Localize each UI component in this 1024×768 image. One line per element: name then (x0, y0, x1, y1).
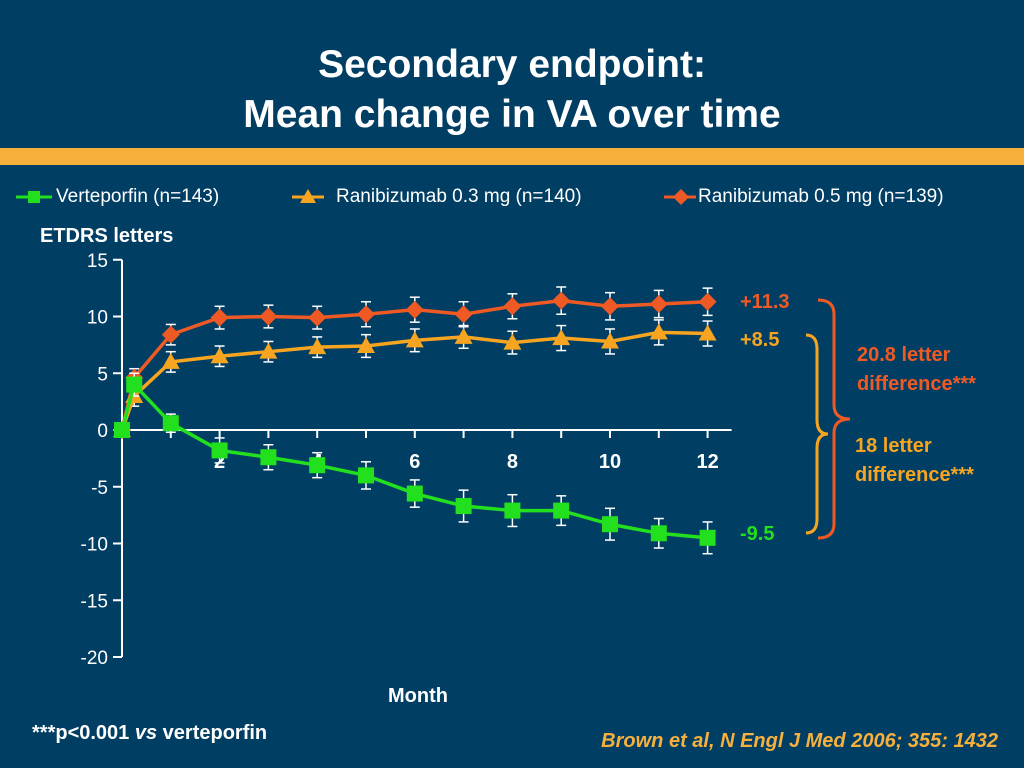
annotation-20-8-line1: 20.8 letter (857, 344, 951, 366)
annotation-20-8-line2: difference*** (857, 373, 976, 395)
y-tick-label: 5 (97, 364, 108, 385)
series-line-1 (120, 330, 708, 431)
footnote-suffix: verteporfin (157, 722, 268, 744)
footnote: ***p<0.001 vs verteporfin (32, 722, 267, 745)
y-tick-label: -15 (81, 591, 108, 612)
data-point-diamond (454, 305, 473, 324)
x-tick-label: 6 (409, 451, 420, 473)
legend-label-verteporfin: Verteporfin (n=143) (56, 186, 220, 207)
legend: Verteporfin (n=143) Ranibizumab 0.3 mg (… (0, 180, 1024, 216)
legend-swatch-triangle-icon (292, 189, 324, 203)
slide-title: Secondary endpoint: Mean change in VA ov… (0, 40, 1024, 140)
footnote-vs: vs (134, 722, 158, 744)
data-point-square (650, 525, 667, 542)
legend-item-ranibizumab-05: Ranibizumab 0.5 mg (n=139) (664, 180, 1014, 216)
data-point-triangle (454, 327, 473, 344)
brace-18-letter (805, 333, 829, 535)
legend-swatch-diamond-icon (664, 189, 696, 205)
title-line-1: Secondary endpoint: (318, 43, 706, 86)
data-point-square (260, 449, 277, 466)
data-point-diamond (259, 307, 278, 326)
annotation-18-line2: difference*** (855, 464, 974, 486)
annotation-ranibizumab-03-final: +8.5 (740, 329, 779, 351)
data-point-square (699, 529, 716, 546)
data-point-triangle (259, 342, 278, 359)
legend-swatch-square-icon (16, 191, 52, 203)
y-tick-label: -20 (81, 648, 108, 669)
data-point-diamond (698, 292, 717, 311)
series-line-0 (120, 381, 708, 540)
data-point-square (406, 485, 423, 502)
annotation-18-line1: 18 letter (855, 435, 932, 457)
series-line-2 (120, 298, 708, 431)
data-point-square (602, 516, 618, 533)
annotation-verteporfin-final: -9.5 (740, 523, 774, 545)
y-tick-label: 10 (87, 308, 108, 329)
title-line-2: Mean change in VA over time (243, 93, 781, 136)
data-point-triangle (308, 338, 327, 355)
citation: Brown et al, N Engl J Med 2006; 355: 143… (601, 730, 998, 752)
data-point-diamond (552, 291, 571, 310)
data-point-diamond (649, 295, 668, 314)
data-point-triangle (405, 331, 424, 348)
data-point-square (455, 498, 472, 515)
data-point-triangle (601, 332, 619, 349)
accent-band (0, 148, 1024, 165)
x-axis-label: Month (388, 685, 448, 707)
data-point-square (114, 422, 130, 438)
data-point-square (504, 502, 521, 519)
data-point-triangle (357, 337, 375, 354)
legend-item-ranibizumab-03: Ranibizumab 0.3 mg (n=140) (292, 180, 652, 216)
x-tick-label: 8 (507, 451, 518, 473)
legend-label-ranibizumab-03: Ranibizumab 0.3 mg (n=140) (336, 186, 582, 207)
annotation-ranibizumab-05-final: +11.3 (740, 291, 790, 313)
data-point-diamond (503, 297, 522, 316)
data-point-square (553, 502, 570, 519)
data-point-diamond (210, 308, 229, 327)
data-point-square (309, 457, 326, 474)
y-tick-label: -10 (81, 535, 108, 556)
data-point-triangle (552, 329, 571, 346)
data-point-diamond (601, 297, 619, 316)
data-point-square (358, 467, 374, 484)
y-tick-label: 15 (87, 251, 108, 272)
x-tick-label: 10 (599, 451, 621, 473)
data-point-square (162, 415, 179, 432)
data-point-diamond (308, 308, 327, 327)
footnote-prefix: ***p<0.001 (32, 722, 135, 744)
brace-20-8-letter (817, 298, 851, 540)
data-point-diamond (161, 325, 180, 344)
data-point-diamond (405, 300, 424, 319)
y-tick-label: -5 (91, 478, 108, 499)
data-point-triangle (161, 352, 180, 369)
x-tick-label: 12 (696, 451, 718, 473)
y-tick-label: 0 (97, 421, 108, 442)
data-point-square (126, 376, 143, 393)
data-point-triangle (210, 347, 229, 364)
y-axis-label: ETDRS letters (40, 225, 173, 247)
legend-label-ranibizumab-05: Ranibizumab 0.5 mg (n=139) (698, 186, 944, 207)
data-point-diamond (357, 305, 375, 324)
data-point-triangle (698, 324, 717, 341)
data-point-square (211, 442, 228, 459)
data-point-triangle (649, 323, 668, 340)
legend-item-verteporfin: Verteporfin (n=143) (16, 180, 276, 216)
data-point-triangle (503, 333, 522, 350)
